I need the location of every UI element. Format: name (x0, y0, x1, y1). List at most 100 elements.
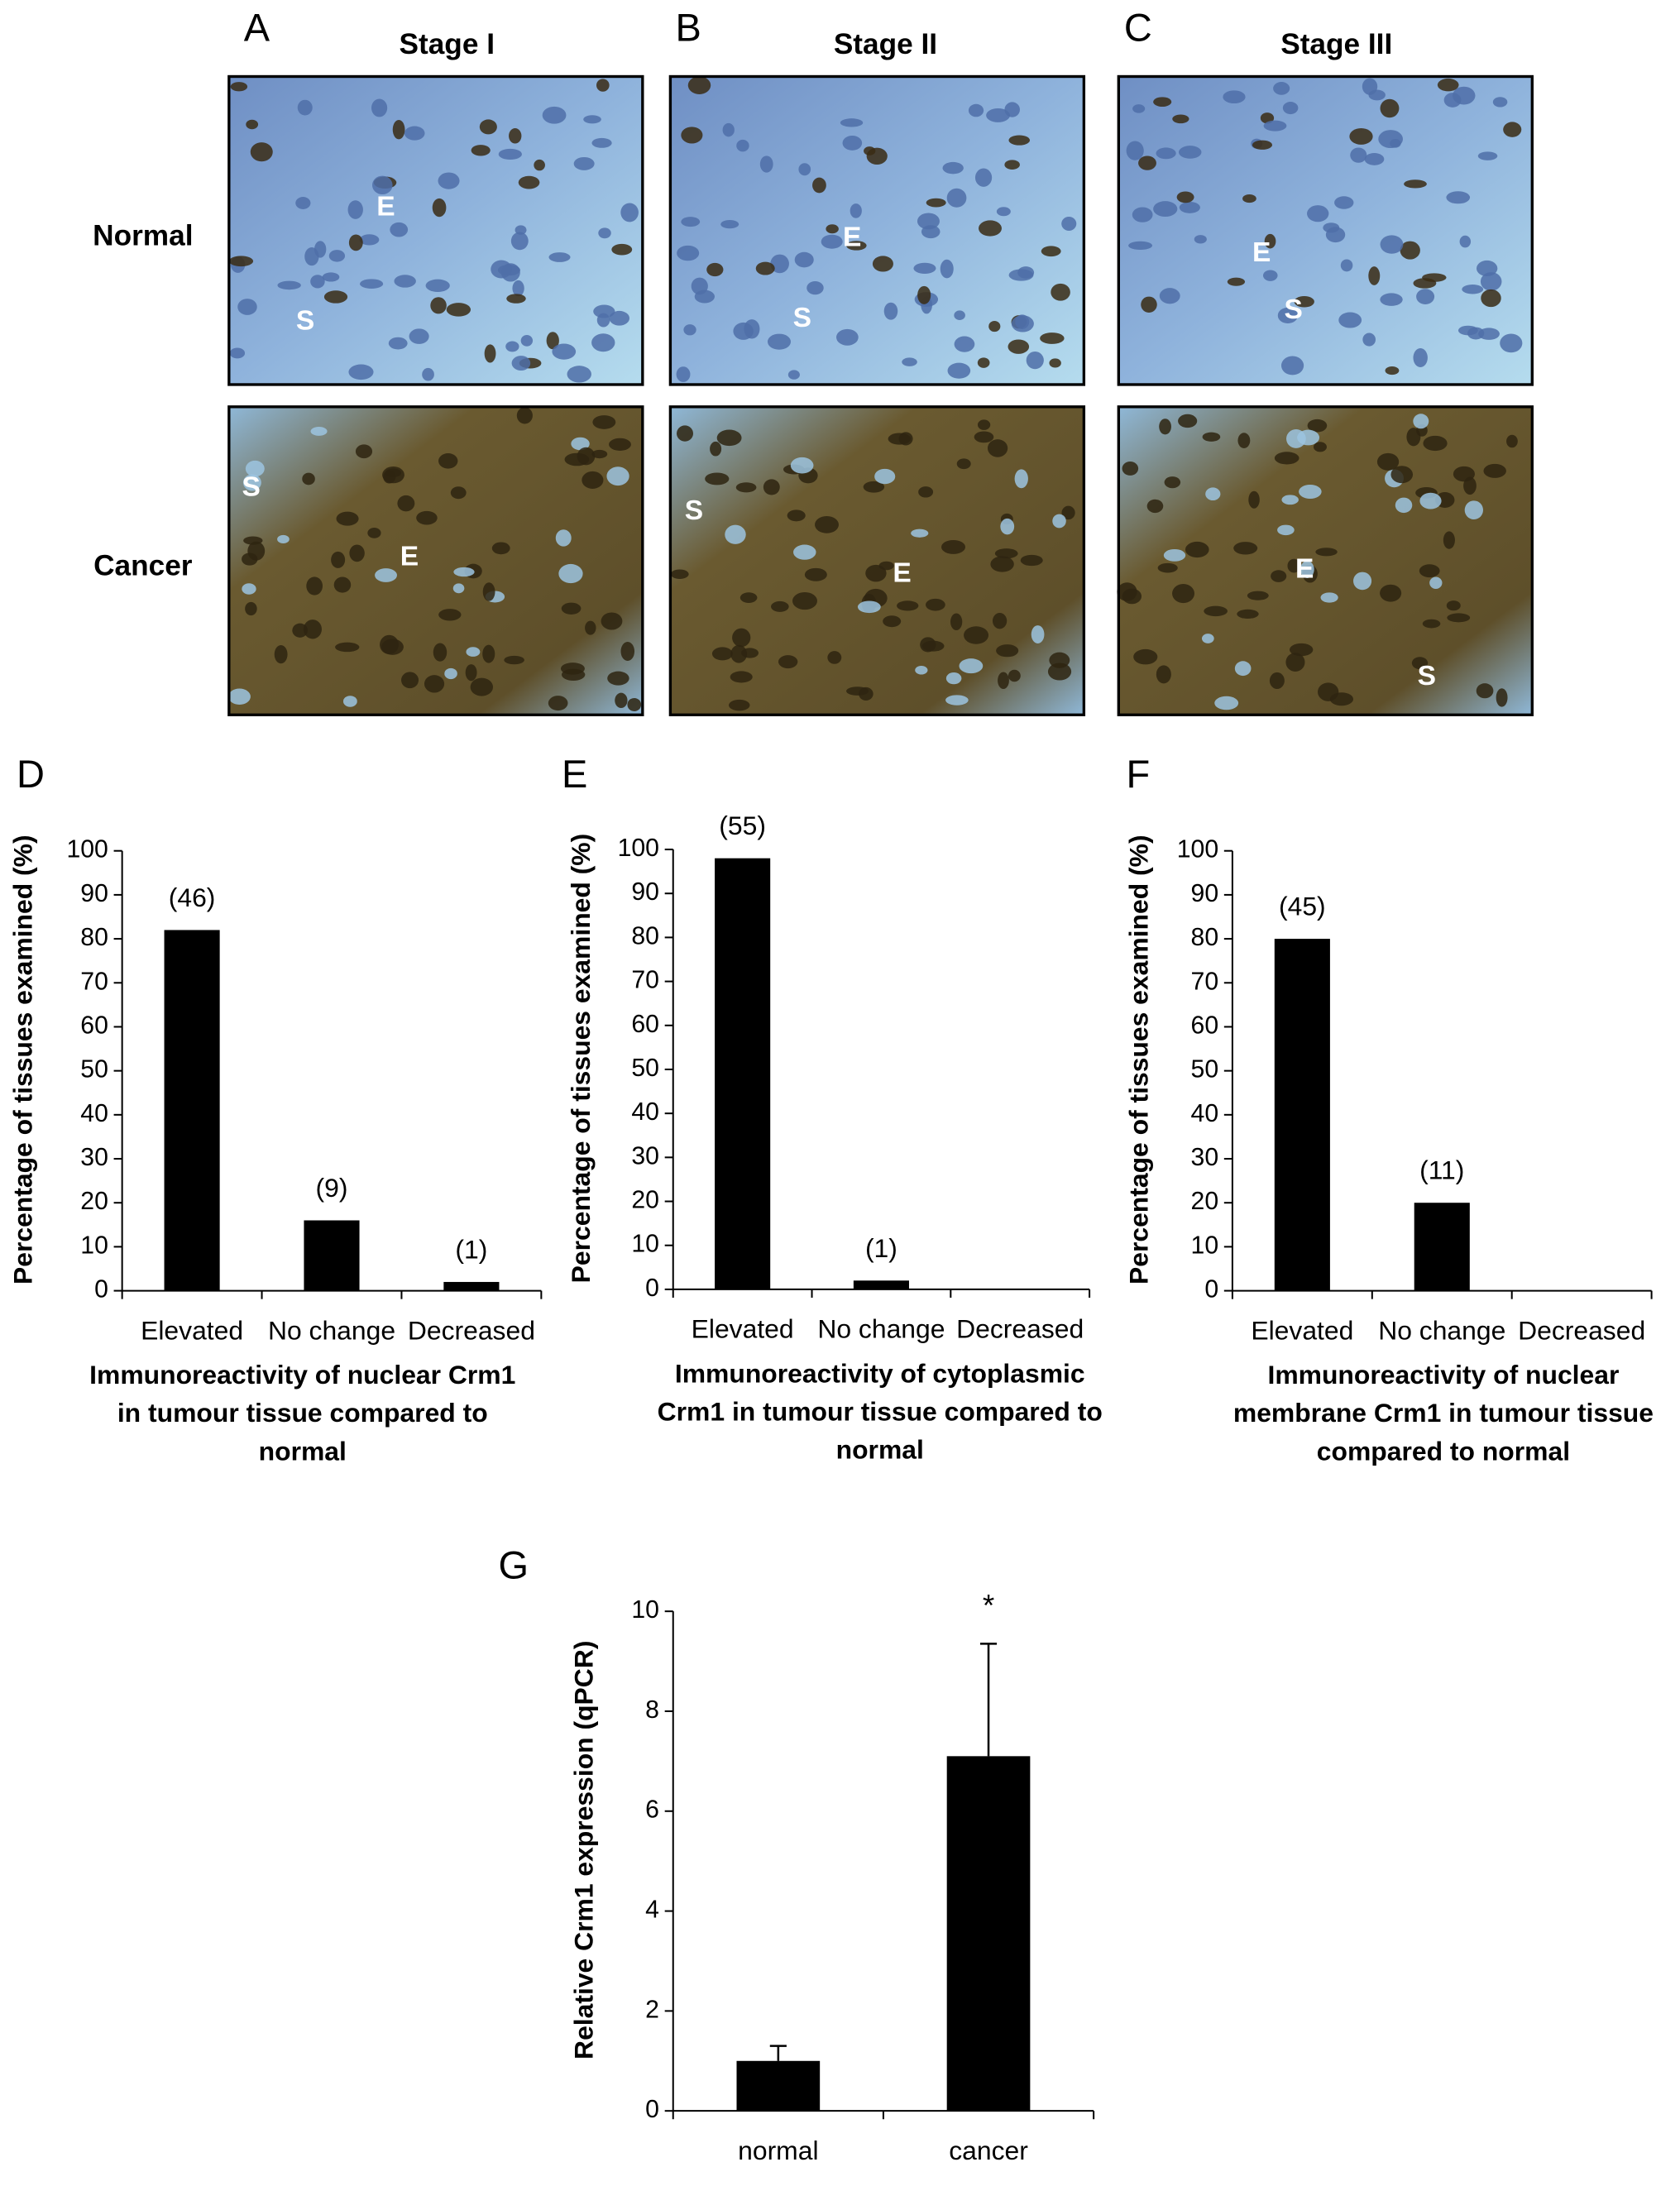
y-tick-label: 40 (80, 1100, 108, 1127)
nucleus (998, 672, 1009, 690)
nucleus (1061, 505, 1075, 520)
nucleus (1478, 328, 1500, 340)
nucleus (1506, 434, 1518, 448)
y-tick-label: 2 (645, 1996, 659, 2023)
nucleus (694, 289, 715, 304)
nucleus (1178, 414, 1198, 428)
stage-label: Stage III (1280, 28, 1392, 60)
bar (1414, 1203, 1470, 1291)
nucleus (1446, 191, 1471, 204)
nucleus (450, 486, 467, 500)
nucleus (246, 119, 259, 130)
nucleus (438, 452, 458, 469)
nucleus (506, 294, 526, 304)
nucleus (432, 198, 447, 218)
nucleus (787, 509, 806, 522)
y-tick-label: 70 (631, 967, 659, 994)
nucleus (404, 126, 425, 141)
nucleus (1138, 155, 1156, 170)
x-axis-label: compared to normal (1317, 1436, 1570, 1466)
nucleus (979, 220, 1002, 237)
nucleus (367, 528, 381, 538)
nucleus (956, 458, 971, 470)
nucleus (228, 256, 254, 267)
nucleus (430, 297, 447, 314)
nucleus (348, 234, 363, 251)
count-label: (11) (1419, 1155, 1464, 1185)
nucleus (548, 252, 571, 262)
nucleus (725, 524, 746, 544)
nucleus (739, 592, 758, 603)
nucleus (511, 356, 531, 371)
nucleus (607, 671, 629, 686)
nucleus (573, 156, 595, 170)
nucleus (720, 220, 739, 229)
nucleus (846, 241, 867, 251)
nucleus (863, 481, 885, 493)
x-tick-label: Decreased (408, 1315, 535, 1345)
nucleus (1447, 613, 1471, 623)
x-tick-label: Elevated (1251, 1315, 1353, 1345)
nucleus (336, 511, 359, 526)
nucleus (1380, 584, 1402, 602)
nucleus (277, 534, 290, 544)
nucleus (606, 466, 629, 486)
nucleus (242, 474, 261, 491)
nucleus (1464, 500, 1484, 520)
nucleus (1146, 499, 1164, 514)
nucleus (331, 551, 346, 568)
nucleus (883, 302, 898, 320)
nucleus (1413, 414, 1429, 429)
nucleus (609, 310, 630, 326)
nucleus (1153, 97, 1172, 108)
nucleus (1008, 269, 1034, 281)
nucleus (736, 139, 749, 152)
nucleus (804, 567, 827, 581)
nucleus (409, 328, 429, 344)
nucleus (1429, 576, 1443, 589)
nucleus (1480, 272, 1502, 291)
nucleus (546, 332, 559, 350)
nucleus (840, 118, 864, 127)
nucleus (798, 163, 811, 176)
nucleus (1320, 592, 1338, 603)
nucleus (987, 439, 1008, 457)
tissue-label: E (843, 222, 861, 253)
nucleus (730, 671, 753, 683)
tissue-label: E (893, 558, 911, 589)
micrograph-bg (1118, 406, 1533, 715)
bar (1274, 939, 1330, 1291)
nucleus (996, 644, 1019, 658)
nucleus (1179, 146, 1202, 159)
nucleus (1481, 289, 1501, 308)
nucleus (1281, 495, 1299, 505)
x-tick-label: No change (268, 1315, 395, 1345)
x-axis-label: normal (836, 1435, 924, 1465)
nucleus (1325, 227, 1346, 243)
y-tick-label: 50 (1191, 1056, 1219, 1083)
nucleus (926, 598, 945, 611)
nucleus (1457, 325, 1478, 336)
bar (164, 930, 220, 1291)
y-tick-label: 60 (1191, 1012, 1219, 1039)
nucleus (229, 347, 246, 359)
nucleus (504, 655, 524, 665)
count-label: (45) (1279, 892, 1326, 921)
nucleus (1282, 102, 1299, 115)
nucleus (1492, 97, 1508, 108)
nucleus (1376, 452, 1400, 471)
nucleus (542, 106, 567, 124)
tissue-label: S (296, 305, 314, 336)
x-axis-label: membrane Crm1 in tumour tissue (1233, 1398, 1654, 1428)
nucleus (1338, 312, 1362, 328)
nucleus (1041, 246, 1061, 257)
micrograph: SE (668, 405, 1086, 716)
nucleus (1004, 102, 1020, 117)
nucleus (954, 336, 975, 352)
nucleus (1390, 466, 1414, 484)
nucleus (518, 175, 540, 189)
x-tick-label: Decreased (1518, 1315, 1645, 1345)
nucleus (866, 147, 888, 165)
y-axis-label: Percentage of tissues examined (%) (8, 835, 38, 1284)
